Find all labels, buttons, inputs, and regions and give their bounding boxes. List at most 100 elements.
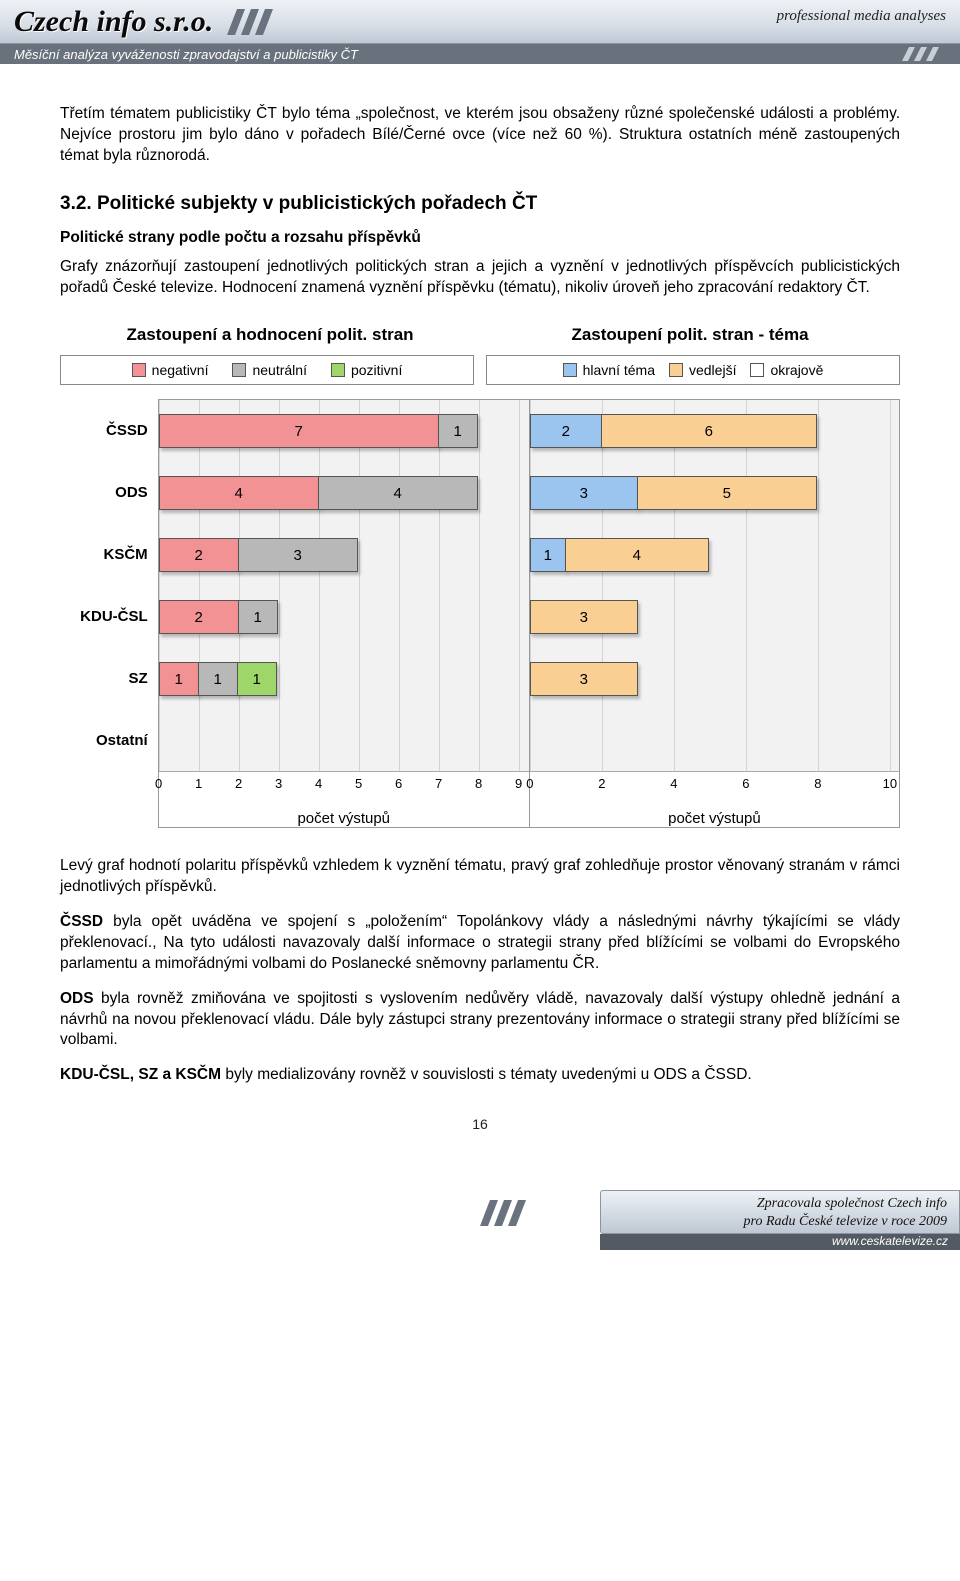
legend-swatch	[132, 363, 146, 377]
bar-segment: 1	[237, 662, 277, 696]
axis-tick: 8	[475, 776, 482, 791]
others-paragraph: KDU-ČSL, SZ a KSČM byly medializovány ro…	[60, 1065, 900, 1086]
gridline	[359, 400, 360, 771]
cssd-paragraph: ČSSD byla opět uváděna ve spojení s „pol…	[60, 912, 900, 975]
chart-left-title: Zastoupení a hodnocení polit. stran	[60, 321, 480, 349]
section-intro: Grafy znázorňují zastoupení jednotlivých…	[60, 257, 900, 299]
gridline	[674, 400, 675, 771]
footer-band: Zpracovala společnost Czech info pro Rad…	[600, 1190, 960, 1234]
gridline	[159, 400, 160, 771]
section-heading: 3.2. Politické subjekty v publicistickýc…	[60, 193, 900, 215]
bar-segment: 3	[530, 662, 638, 696]
party-label: ČSSD	[60, 399, 158, 461]
axis-right: 0246810	[530, 772, 899, 808]
axis-right-label: počet výstupů	[530, 810, 899, 827]
legend-left: negativní neutrální pozitivní	[60, 355, 474, 385]
bar-segment: 3	[530, 600, 638, 634]
party-label: KDU-ČSL	[60, 585, 158, 647]
chart-left: 71442321111 0123456789 počet výstupů	[158, 399, 529, 828]
legend-item: pozitivní	[331, 362, 402, 378]
bar-row: 23	[159, 538, 357, 572]
gridline	[239, 400, 240, 771]
gridline	[519, 400, 520, 771]
legend-item: okrajově	[750, 362, 823, 378]
stripes-icon	[480, 1200, 530, 1231]
bar-segment: 4	[159, 476, 319, 510]
legend-label: vedlejší	[689, 362, 736, 378]
bar-segment: 2	[159, 600, 239, 634]
legend-label: neutrální	[252, 362, 306, 378]
gridline	[279, 400, 280, 771]
party-label: SZ	[60, 647, 158, 709]
axis-tick: 6	[395, 776, 402, 791]
plot-right: 26351433	[530, 400, 899, 772]
axis-tick: 2	[598, 776, 605, 791]
bar-row: 111	[159, 662, 276, 696]
legend-item: neutrální	[232, 362, 306, 378]
bar-segment: 4	[565, 538, 709, 572]
axis-tick: 8	[814, 776, 821, 791]
gridline	[890, 400, 891, 771]
legend-label: hlavní téma	[583, 362, 655, 378]
footer-line2: pro Radu České televize v roce 2009	[613, 1213, 947, 1231]
bar-segment: 1	[198, 662, 238, 696]
legend-label: pozitivní	[351, 362, 402, 378]
plot-left: 71442321111	[159, 400, 529, 772]
intro-paragraph: Třetím tématem publicistiky ČT bylo téma…	[60, 104, 900, 167]
party-label: KSČM	[60, 523, 158, 585]
gridline	[818, 400, 819, 771]
tagline: professional media analyses	[777, 8, 946, 25]
cssd-lead: ČSSD	[60, 913, 103, 930]
axis-tick: 0	[526, 776, 533, 791]
axis-tick: 4	[315, 776, 322, 791]
cssd-text: byla opět uváděna ve spojení s „položení…	[60, 913, 900, 972]
party-label: Ostatní	[60, 709, 158, 771]
bar-row: 44	[159, 476, 477, 510]
legend-swatch	[669, 363, 683, 377]
party-labels-col: ČSSDODSKSČMKDU-ČSLSZOstatní	[60, 399, 158, 828]
axis-left-label: počet výstupů	[159, 810, 529, 827]
footer-url: www.ceskatelevize.cz	[600, 1234, 960, 1250]
header-subtitle: Měsíční analýza vyváženosti zpravodajstv…	[14, 47, 358, 62]
page-footer: Zpracovala společnost Czech info pro Rad…	[0, 1190, 960, 1246]
section-subhead: Politické strany podle počtu a rozsahu p…	[60, 229, 900, 247]
bar-row: 71	[159, 414, 477, 448]
bar-segment: 7	[159, 414, 439, 448]
chart-right: 26351433 0246810 počet výstupů	[529, 399, 900, 828]
axis-tick: 2	[235, 776, 242, 791]
legend-label: okrajově	[770, 362, 823, 378]
axis-tick: 0	[155, 776, 162, 791]
ods-paragraph: ODS byla rovněž zmiňována ve spojitosti …	[60, 989, 900, 1052]
legend-swatch	[563, 363, 577, 377]
ods-text: byla rovněž zmiňována ve spojitosti s vy…	[60, 990, 900, 1049]
gridline	[439, 400, 440, 771]
legend-item: vedlejší	[669, 362, 736, 378]
stripes-icon	[902, 47, 946, 61]
legend-right: hlavní téma vedlejší okrajově	[486, 355, 900, 385]
bar-segment: 1	[238, 600, 278, 634]
axis-left: 0123456789	[159, 772, 529, 808]
bar-segment: 2	[530, 414, 602, 448]
gridline	[199, 400, 200, 771]
bar-row: 26	[530, 414, 816, 448]
header-subtitle-band: Měsíční analýza vyváženosti zpravodajstv…	[0, 44, 960, 64]
party-label: ODS	[60, 461, 158, 523]
bar-segment: 1	[530, 538, 566, 572]
bar-segment: 1	[159, 662, 199, 696]
axis-tick: 5	[355, 776, 362, 791]
axis-tick: 10	[883, 776, 897, 791]
bar-segment: 6	[601, 414, 817, 448]
axis-tick: 6	[742, 776, 749, 791]
bar-segment: 3	[238, 538, 358, 572]
gridline	[602, 400, 603, 771]
bar-row: 3	[530, 662, 637, 696]
axis-tick: 9	[515, 776, 522, 791]
caption-paragraph: Levý graf hodnotí polaritu příspěvků vzh…	[60, 856, 900, 898]
bar-row: 21	[159, 600, 277, 634]
footer-line1: Zpracovala společnost Czech info	[613, 1195, 947, 1213]
legend-item: negativní	[132, 362, 209, 378]
bar-segment: 1	[438, 414, 478, 448]
bar-segment: 5	[637, 476, 817, 510]
others-text: byly medializovány rovněž v souvislosti …	[221, 1066, 752, 1083]
bar-row: 3	[530, 600, 637, 634]
